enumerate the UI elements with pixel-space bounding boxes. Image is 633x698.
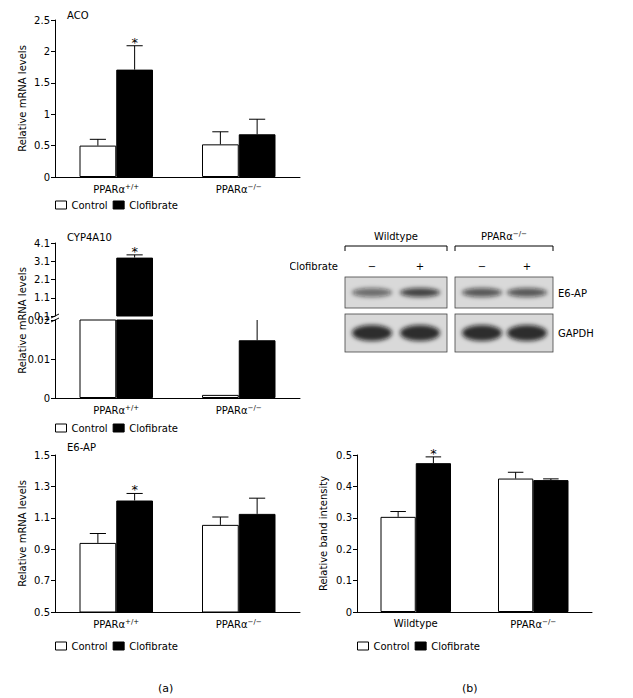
svg-text:0: 0 <box>44 172 50 183</box>
svg-text:0.1: 0.1 <box>34 311 50 322</box>
svg-text:*: * <box>131 244 138 259</box>
svg-text:Control: Control <box>72 641 108 652</box>
svg-text:0.3: 0.3 <box>336 512 352 523</box>
svg-text:0: 0 <box>44 393 50 404</box>
svg-text:0.2: 0.2 <box>336 544 352 555</box>
svg-text:Control: Control <box>72 423 108 434</box>
svg-text:−/−: −/− <box>248 618 262 626</box>
svg-text:E6-AP: E6-AP <box>558 288 587 299</box>
svg-text:E6-AP: E6-AP <box>67 442 96 453</box>
svg-text:PPARα: PPARα <box>216 184 248 195</box>
svg-text:1: 1 <box>44 109 50 120</box>
svg-text:ACO: ACO <box>67 10 89 21</box>
svg-text:+: + <box>523 261 531 272</box>
svg-text:Clofibrate: Clofibrate <box>129 200 178 211</box>
svg-text:Relative mRNA levels: Relative mRNA levels <box>17 45 28 152</box>
svg-text:1.1: 1.1 <box>34 292 50 303</box>
svg-text:+: + <box>416 261 424 272</box>
svg-text:1.5: 1.5 <box>34 450 50 461</box>
svg-text:*: * <box>430 446 437 461</box>
svg-text:−: − <box>368 261 376 272</box>
svg-text:3.1: 3.1 <box>34 256 50 267</box>
svg-text:PPARα: PPARα <box>93 184 125 195</box>
svg-text:PPARα: PPARα <box>216 405 248 416</box>
svg-text:PPARα: PPARα <box>93 405 125 416</box>
svg-text:*: * <box>131 482 138 497</box>
svg-text:Relative mRNA levels: Relative mRNA levels <box>17 267 28 374</box>
svg-text:Wildtype: Wildtype <box>394 618 438 629</box>
svg-text:4.1: 4.1 <box>34 238 50 249</box>
svg-text:Relative band intensity: Relative band intensity <box>318 476 329 591</box>
svg-text:+/+: +/+ <box>125 183 139 191</box>
svg-text:PPARα: PPARα <box>216 619 248 630</box>
svg-text:0.9: 0.9 <box>34 544 50 555</box>
svg-text:2.5: 2.5 <box>34 15 50 26</box>
svg-text:+/+: +/+ <box>125 618 139 626</box>
svg-text:Control: Control <box>374 641 410 652</box>
svg-text:PPARα: PPARα <box>93 619 125 630</box>
svg-text:CYP4A10: CYP4A10 <box>67 232 112 243</box>
svg-text:−/−: −/− <box>248 183 262 191</box>
svg-text:Wildtype: Wildtype <box>374 231 418 242</box>
svg-text:2.1: 2.1 <box>34 274 50 285</box>
svg-text:0.01: 0.01 <box>28 354 50 365</box>
svg-text:0.5: 0.5 <box>336 450 352 461</box>
svg-text:1.5: 1.5 <box>34 77 50 88</box>
svg-text:Control: Control <box>72 200 108 211</box>
svg-text:Relative mRNA levels: Relative mRNA levels <box>17 480 28 587</box>
svg-text:0: 0 <box>346 607 352 618</box>
svg-text:0.4: 0.4 <box>336 481 352 492</box>
svg-text:0.5: 0.5 <box>34 607 50 618</box>
svg-text:+/+: +/+ <box>125 404 139 412</box>
svg-text:Clofibrate: Clofibrate <box>129 423 178 434</box>
svg-text:0.7: 0.7 <box>34 575 50 586</box>
svg-text:1.1: 1.1 <box>34 512 50 523</box>
svg-text:Clofibrate: Clofibrate <box>290 261 338 272</box>
svg-text:−/−: −/− <box>542 618 556 626</box>
svg-text:2: 2 <box>44 46 50 57</box>
svg-text:*: * <box>131 35 138 50</box>
html-text:(a): (a) <box>158 682 174 695</box>
svg-text:0.1: 0.1 <box>336 575 352 586</box>
svg-text:1.3: 1.3 <box>34 481 50 492</box>
svg-text:−/−: −/− <box>248 404 262 412</box>
svg-text:PPARα−/−: PPARα−/− <box>481 230 527 242</box>
svg-text:0.5: 0.5 <box>34 140 50 151</box>
svg-text:Clofibrate: Clofibrate <box>129 641 178 652</box>
html-text:(b): (b) <box>462 682 478 695</box>
svg-text:Clofibrate: Clofibrate <box>431 641 480 652</box>
svg-text:−: − <box>478 261 486 272</box>
svg-text:PPARα: PPARα <box>510 619 542 630</box>
svg-text:GAPDH: GAPDH <box>558 328 594 339</box>
